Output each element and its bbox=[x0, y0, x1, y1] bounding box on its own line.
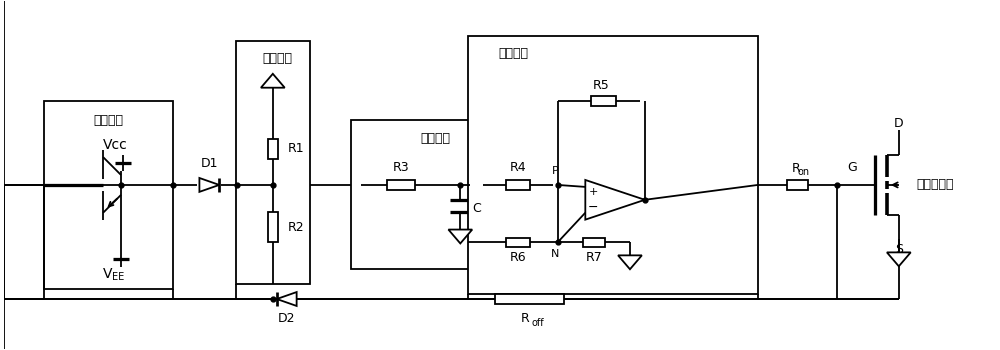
Text: +: + bbox=[589, 187, 598, 197]
Text: off: off bbox=[531, 318, 544, 328]
Polygon shape bbox=[887, 252, 911, 266]
Polygon shape bbox=[448, 230, 472, 244]
Bar bbox=[787, 180, 808, 190]
Text: V: V bbox=[103, 267, 113, 281]
Polygon shape bbox=[261, 74, 285, 88]
Text: D2: D2 bbox=[278, 312, 295, 326]
Bar bbox=[351, 120, 470, 269]
Text: Vcc: Vcc bbox=[103, 138, 127, 152]
Text: 碳化硅器件: 碳化硅器件 bbox=[917, 178, 954, 191]
Bar bbox=[495, 294, 564, 304]
Polygon shape bbox=[199, 178, 219, 192]
Bar bbox=[583, 238, 605, 247]
Bar bbox=[506, 180, 530, 190]
Text: R: R bbox=[791, 162, 800, 175]
Bar bbox=[506, 238, 530, 247]
Text: −: − bbox=[588, 201, 599, 214]
Text: R6: R6 bbox=[510, 251, 526, 264]
Bar bbox=[387, 180, 415, 190]
Text: R5: R5 bbox=[593, 79, 610, 92]
Text: R: R bbox=[520, 312, 529, 326]
Bar bbox=[268, 212, 278, 242]
Text: D1: D1 bbox=[201, 156, 218, 170]
Text: N: N bbox=[551, 249, 560, 259]
Text: R3: R3 bbox=[392, 161, 409, 174]
Text: C: C bbox=[472, 202, 481, 215]
Text: R1: R1 bbox=[288, 142, 304, 155]
Text: 积分模块: 积分模块 bbox=[421, 132, 451, 145]
Text: R7: R7 bbox=[585, 251, 602, 264]
Text: 驱动模块: 驱动模块 bbox=[93, 114, 123, 127]
Bar bbox=[468, 36, 758, 294]
Bar bbox=[268, 139, 278, 159]
Text: S: S bbox=[895, 243, 903, 256]
Text: on: on bbox=[798, 167, 810, 177]
Bar bbox=[236, 41, 310, 284]
Polygon shape bbox=[618, 256, 642, 269]
Polygon shape bbox=[277, 292, 297, 306]
Text: 分压模块: 分压模块 bbox=[263, 52, 293, 65]
Text: 差分模块: 差分模块 bbox=[498, 48, 528, 61]
Polygon shape bbox=[585, 180, 645, 220]
Bar bbox=[591, 96, 616, 106]
Text: R4: R4 bbox=[510, 161, 526, 174]
Text: G: G bbox=[847, 161, 857, 174]
Text: D: D bbox=[894, 117, 904, 130]
Text: R2: R2 bbox=[288, 220, 304, 233]
Text: EE: EE bbox=[112, 272, 124, 282]
Text: P: P bbox=[552, 166, 559, 176]
Bar bbox=[44, 100, 173, 289]
